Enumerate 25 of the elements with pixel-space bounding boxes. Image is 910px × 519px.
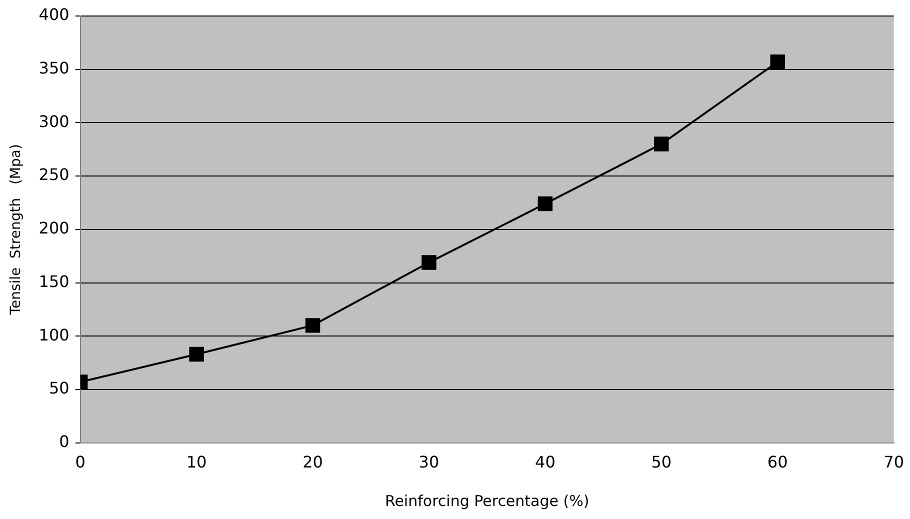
point (305, 318, 320, 333)
x-tick-label: 0 (75, 452, 86, 472)
x-tick-label: 60 (767, 452, 788, 472)
x-tick-label: 20 (302, 452, 323, 472)
point (770, 54, 785, 70)
x-tick-label: 10 (186, 452, 207, 472)
x-axis-title: Reinforcing Percentage (%) (384, 492, 590, 510)
x-tick-label: 40 (535, 452, 556, 472)
y-tick-label: 150 (38, 272, 70, 291)
point (654, 136, 669, 152)
x-tick-label: 70 (884, 452, 904, 472)
y-tick-label: 0 (59, 432, 70, 451)
y-tick-label: 100 (38, 325, 70, 344)
y-tick-label: 200 (38, 218, 70, 238)
y-tick-label: 400 (38, 5, 70, 24)
y-tick-label: 50 (48, 378, 70, 398)
y-tick-label: 300 (38, 112, 70, 131)
x-tick-label: 30 (418, 452, 440, 472)
y-axis-title: Tensile Strength (Mpa) (8, 144, 24, 316)
point (538, 196, 553, 212)
point (189, 346, 204, 362)
point (422, 255, 436, 270)
x-tick-label: 50 (651, 452, 672, 472)
y-tick-label: 350 (38, 58, 70, 78)
y-tick-label: 250 (38, 165, 70, 184)
